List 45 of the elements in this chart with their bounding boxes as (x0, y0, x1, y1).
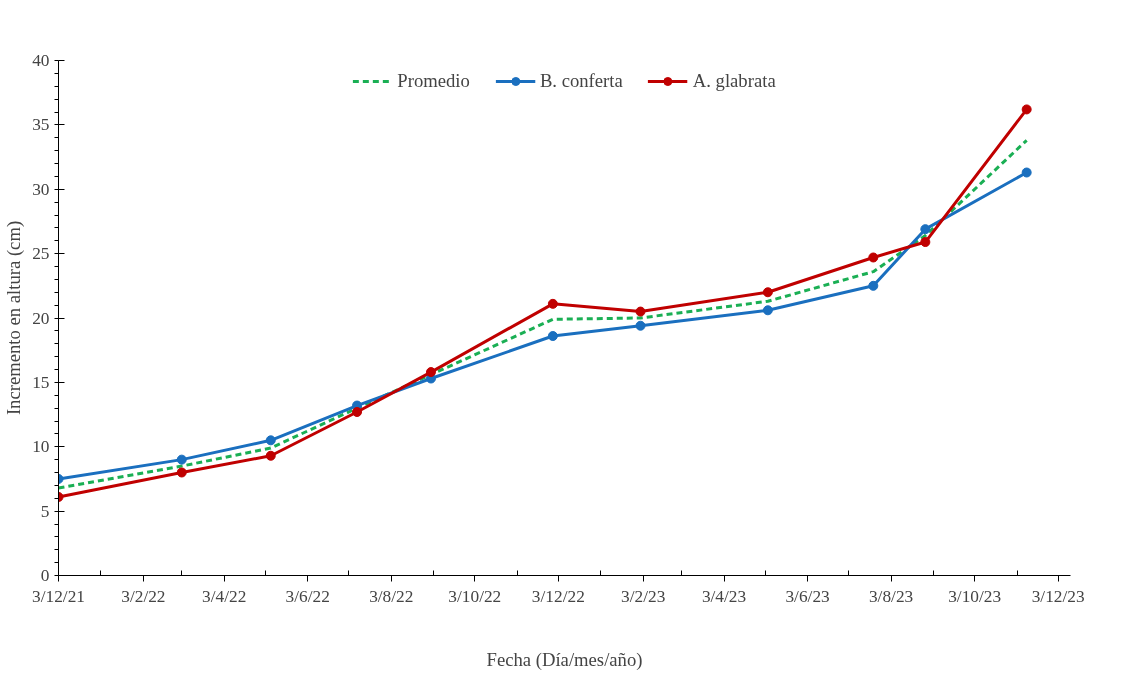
x-tick-label: 3/6/22 (285, 586, 330, 606)
point (176, 454, 187, 465)
x-tick-label: 3/12/22 (531, 586, 585, 606)
y-tick-label: 40 (32, 51, 50, 70)
y-tick-label: 10 (32, 437, 50, 457)
point (265, 450, 276, 461)
point (762, 305, 773, 316)
point (547, 298, 558, 309)
x-tick-label: 3/2/22 (121, 586, 166, 606)
point (762, 287, 773, 298)
point (868, 280, 879, 291)
legend-label: A. glabrata (692, 70, 776, 92)
point (547, 331, 558, 342)
y-tick-label: 15 (32, 372, 50, 392)
point (868, 252, 879, 263)
y-tick-label: 30 (32, 179, 50, 199)
y-tick-label: 35 (32, 115, 50, 135)
x-tick-label: 3/12/21 (32, 586, 85, 606)
legend-label: Promedio (397, 70, 470, 92)
point (635, 306, 646, 317)
y-tick-label: 0 (40, 566, 50, 585)
point (920, 224, 931, 235)
x-tick-label: 3/6/23 (785, 586, 830, 606)
point (920, 237, 931, 248)
point (1021, 104, 1032, 115)
legend-label: B. conferta (539, 70, 623, 92)
y-axis-title: Incremento en altura (cm) (3, 220, 26, 416)
point (1021, 167, 1032, 178)
x-tick-label: 3/10/23 (948, 586, 1002, 606)
x-axis-title: Fecha (Día/mes/año) (486, 648, 643, 671)
x-tick-label: 3/8/23 (868, 586, 914, 606)
point (635, 320, 646, 331)
point (425, 367, 436, 378)
x-tick-label: 3/4/23 (701, 586, 747, 606)
x-tick-label: 3/10/22 (448, 586, 502, 606)
y-tick-label: 5 (40, 501, 50, 521)
point (352, 407, 363, 417)
y-tick-label: 20 (32, 308, 50, 328)
point (265, 435, 276, 446)
x-tick-label: 3/12/23 (1031, 586, 1085, 606)
x-tick-label: 3/2/23 (621, 586, 666, 606)
point (176, 467, 187, 478)
y-tick-label: 25 (32, 244, 50, 264)
x-tick-label: 3/4/22 (202, 586, 247, 606)
x-tick-label: 3/8/22 (369, 586, 414, 606)
